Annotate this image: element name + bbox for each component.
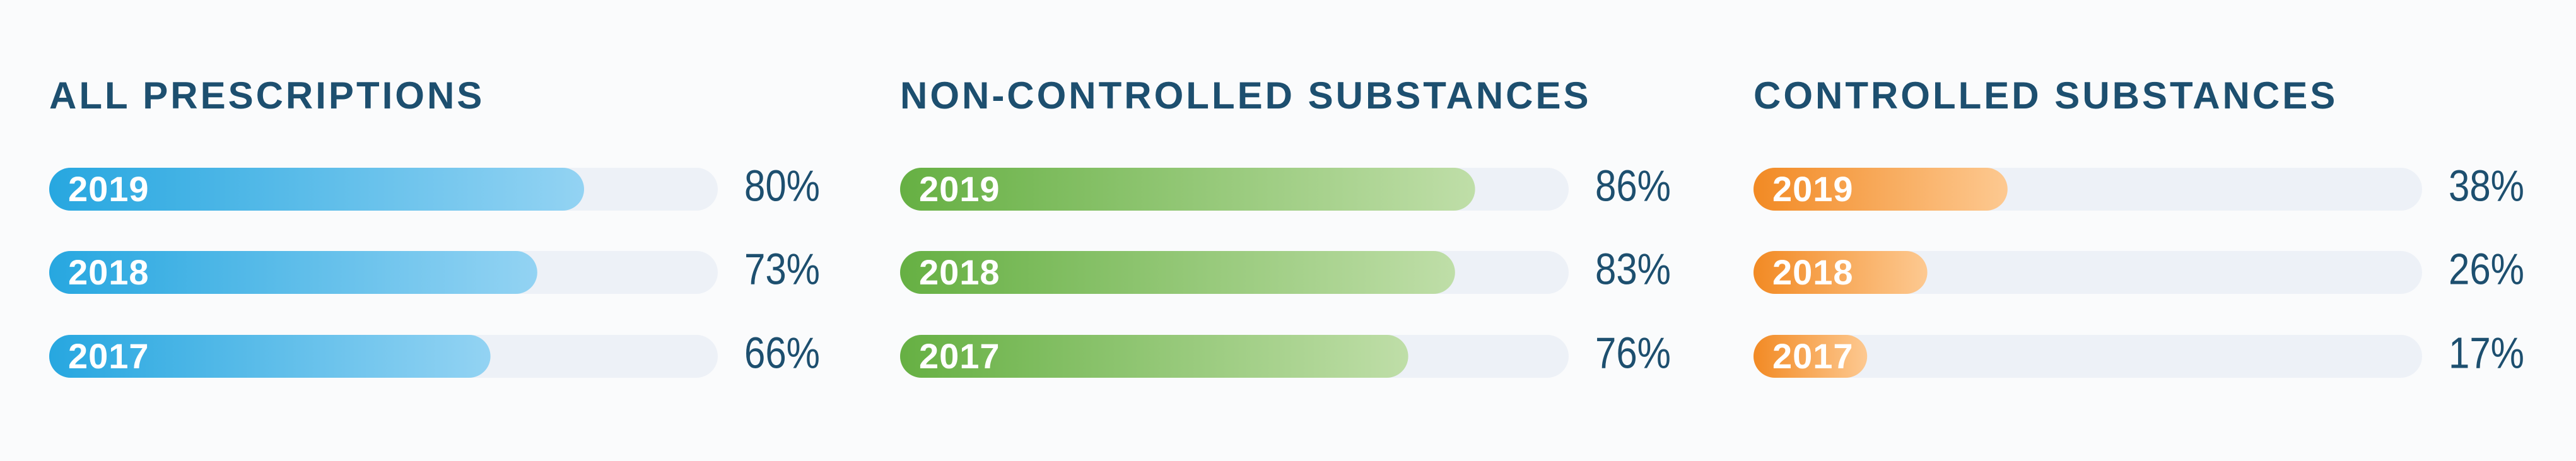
chart-title: NON-CONTROLLED SUBSTANCES: [900, 74, 1591, 117]
category-label: 2017: [919, 336, 1000, 376]
category-label: 2019: [68, 169, 149, 209]
bar: [900, 251, 1455, 294]
bar: [1753, 168, 2008, 211]
bar: [900, 168, 1475, 211]
chart-title: ALL PRESCRIPTIONS: [49, 74, 484, 117]
value-label: 17%: [2449, 328, 2524, 377]
category-label: 2018: [1772, 252, 1854, 292]
bar: [49, 335, 491, 378]
bar: [1753, 251, 1928, 294]
value-label: 83%: [1595, 244, 1671, 293]
bar: [1753, 335, 1868, 378]
category-label: 2017: [1772, 336, 1854, 376]
category-label: 2018: [919, 252, 1000, 292]
bar: [49, 168, 584, 211]
value-label: 86%: [1595, 161, 1671, 210]
bar-track: [1753, 335, 2422, 378]
value-label: 26%: [2449, 244, 2524, 293]
category-label: 2019: [1772, 169, 1854, 209]
value-label: 76%: [1595, 328, 1671, 377]
value-label: 80%: [744, 161, 820, 210]
chart-title: CONTROLLED SUBSTANCES: [1753, 74, 2338, 117]
value-label: 38%: [2449, 161, 2524, 210]
category-label: 2017: [68, 336, 149, 376]
bar: [900, 335, 1408, 378]
value-label: 73%: [744, 244, 820, 293]
bar: [49, 251, 537, 294]
category-label: 2018: [68, 252, 149, 292]
value-label: 66%: [744, 328, 820, 377]
category-label: 2019: [919, 169, 1000, 209]
